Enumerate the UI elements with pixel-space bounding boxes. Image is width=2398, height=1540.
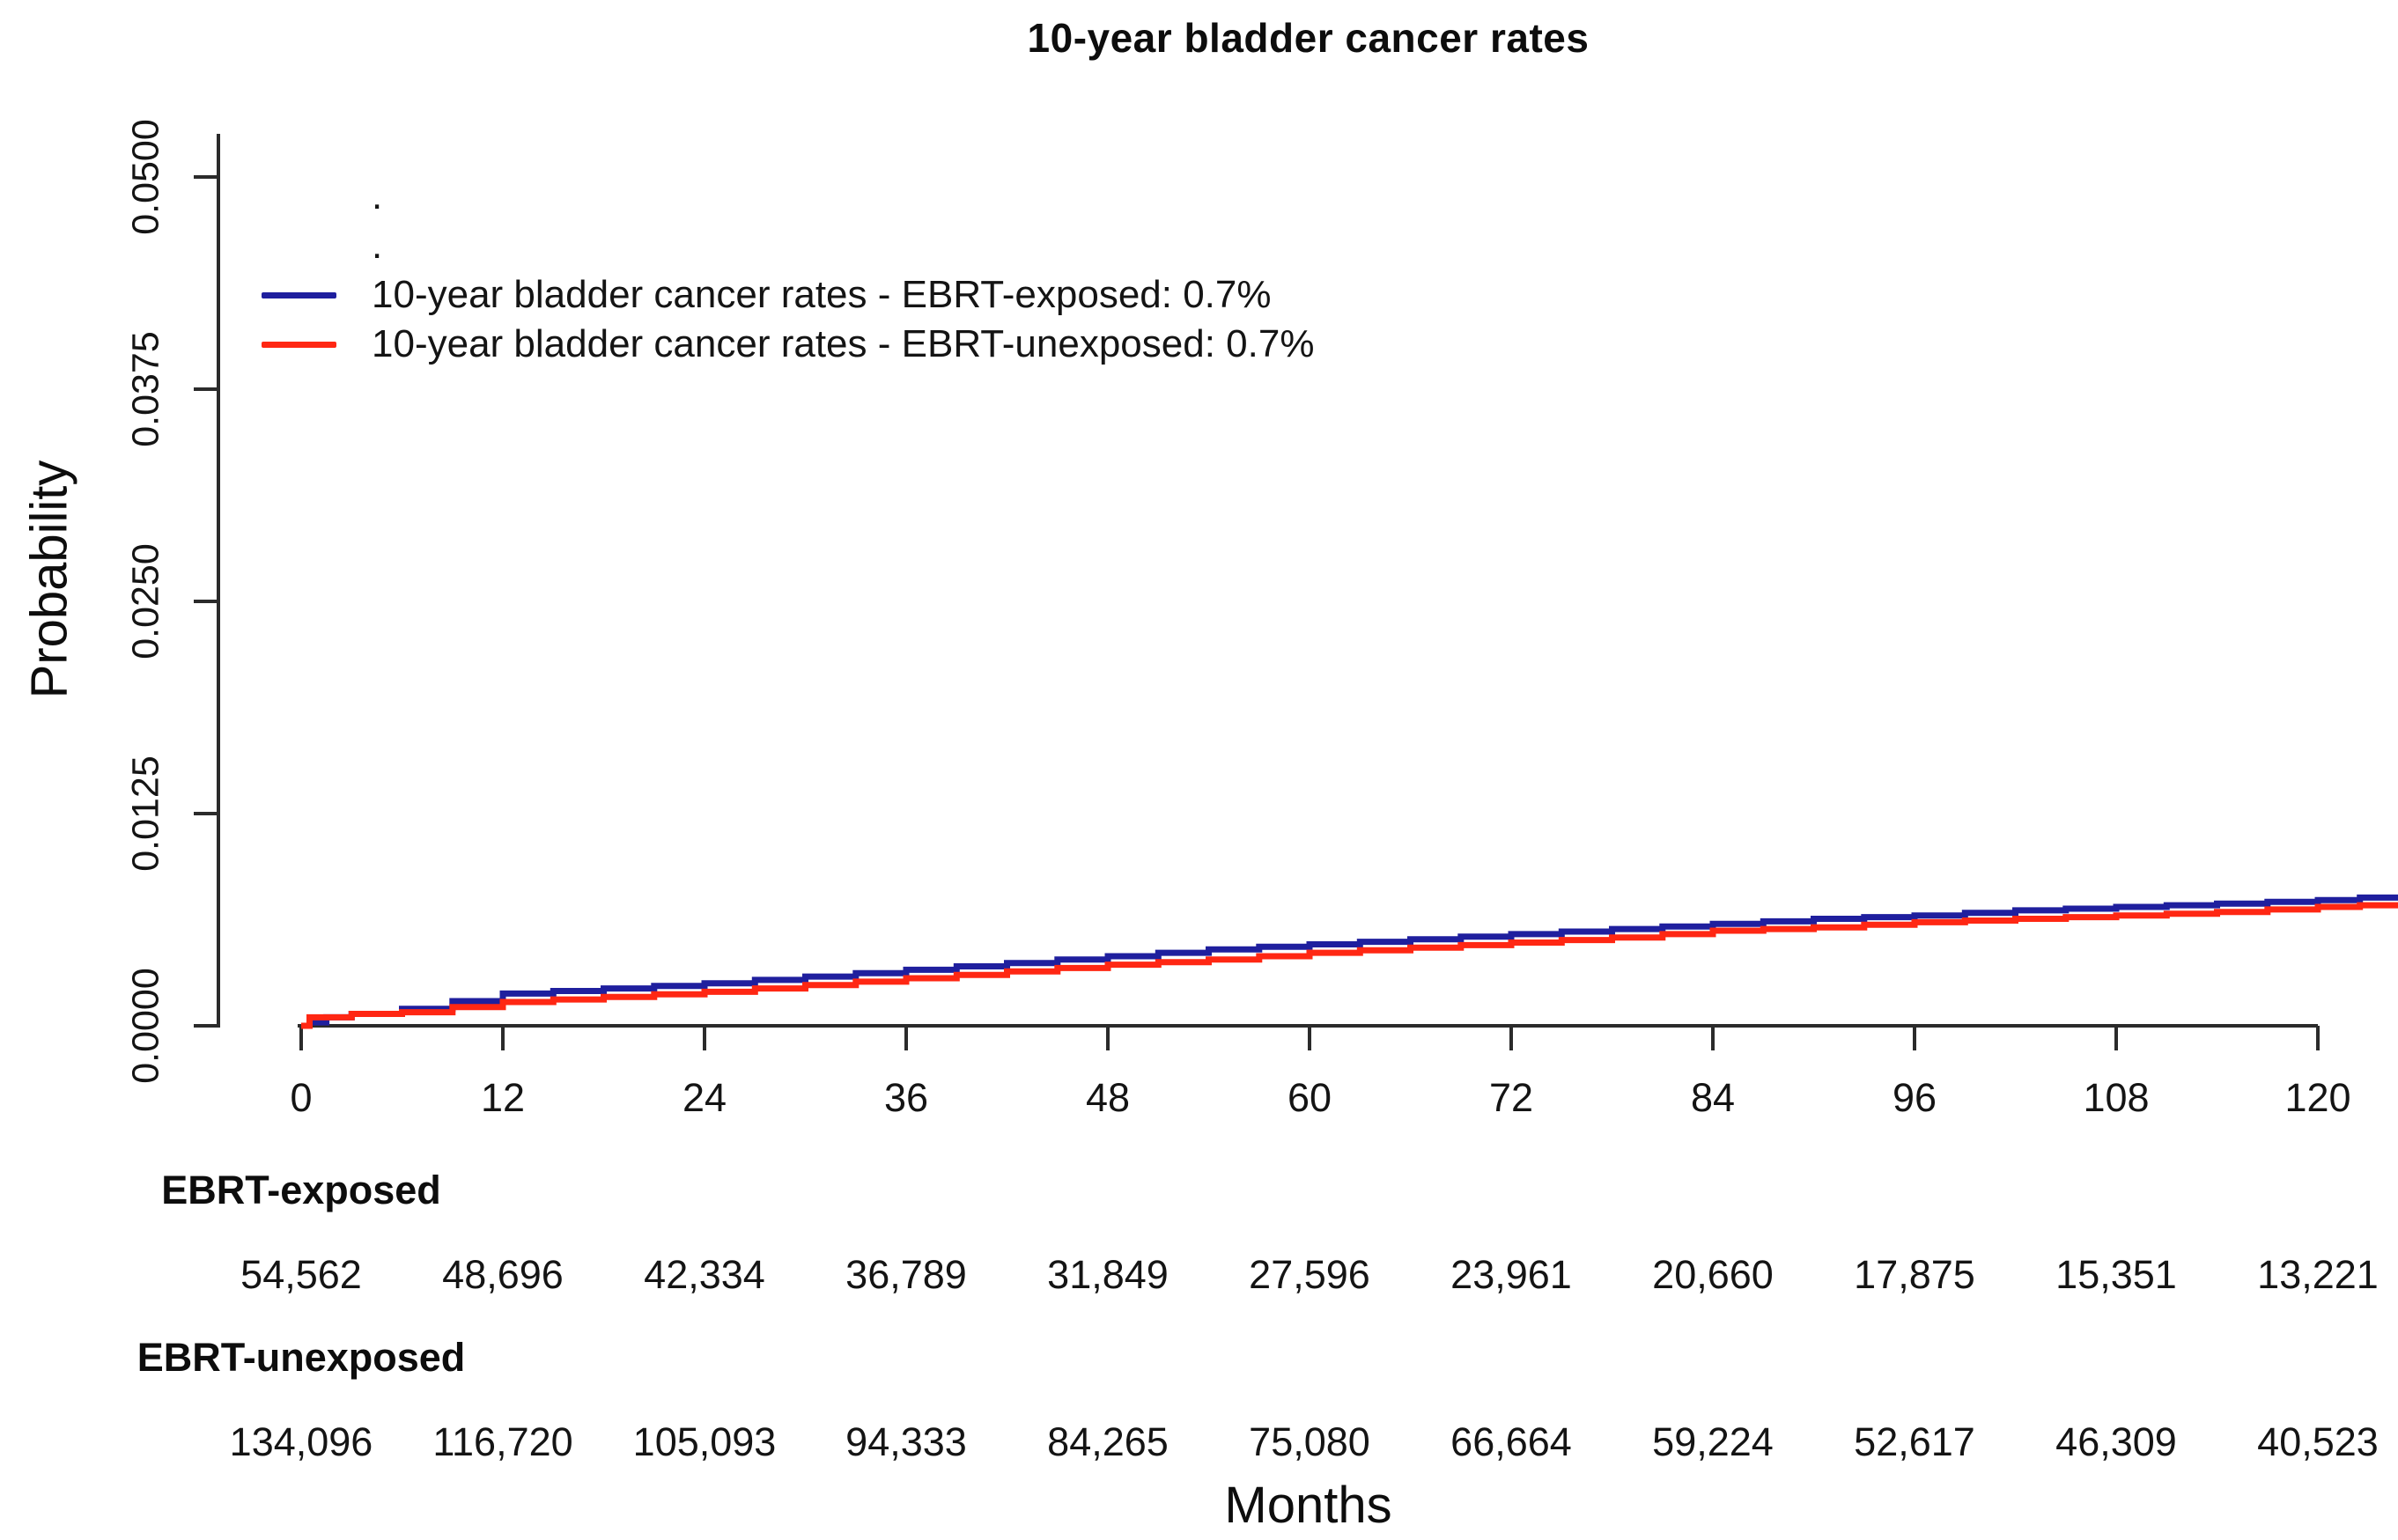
x-axis-title: Months <box>1224 1477 1392 1534</box>
y-tick-label: 0.0375 <box>124 331 166 447</box>
risk-value: 52,617 <box>1854 1419 1975 1464</box>
y-tick-label: 0.0250 <box>124 543 166 659</box>
x-tick-label: 72 <box>1489 1075 1533 1120</box>
risk-value: 27,596 <box>1249 1252 1370 1297</box>
risk-value: 31,849 <box>1047 1252 1169 1297</box>
risk-value: 15,351 <box>2055 1252 2177 1297</box>
risk-value: 48,696 <box>442 1252 564 1297</box>
risk-value: 54,562 <box>240 1252 362 1297</box>
axes: 0.0000 0.0125 0.0250 0.0375 0.0500 0 12 24 36 48 6… <box>124 119 2350 1120</box>
x-tick-label: 48 <box>1086 1075 1130 1120</box>
legend-label: . <box>372 224 383 267</box>
legend: .. 10-year bladder cancer rates - EBRT-ex… <box>262 172 1314 369</box>
x-tick-label: 120 <box>2284 1075 2350 1120</box>
x-tick-label: 60 <box>1288 1075 1332 1120</box>
y-tick-label: 0.0125 <box>124 755 166 872</box>
y-tick-label: 0.0000 <box>124 968 166 1084</box>
x-tick-label: 0 <box>290 1075 312 1120</box>
x-tick-label: 108 <box>2083 1075 2149 1120</box>
x-tick-label: 12 <box>481 1075 525 1120</box>
risk-table-row-unexposed: 134,096 116,720 105,093 94,333 84,265 75,080 6… <box>0 1419 2398 1472</box>
risk-value: 42,334 <box>644 1252 765 1297</box>
risk-table-row-exposed: 54,562 48,696 42,334 36,789 31,849 27,596 23,9… <box>0 1252 2398 1305</box>
risk-value: 134,096 <box>229 1419 373 1464</box>
risk-value: 94,333 <box>845 1419 967 1464</box>
risk-value: 75,080 <box>1249 1419 1370 1464</box>
risk-value: 116,720 <box>432 1419 573 1464</box>
legend-line-swatch <box>262 291 336 298</box>
risk-value: 66,664 <box>1450 1419 1572 1464</box>
legend-empty-swatch <box>262 243 336 249</box>
risk-value: 23,961 <box>1450 1252 1572 1297</box>
risk-value: 84,265 <box>1047 1419 1169 1464</box>
x-tick-label: 36 <box>884 1075 928 1120</box>
legend-entry: 10-year bladder cancer rates - EBRT-expo… <box>262 270 1314 320</box>
legend-line-swatch <box>262 341 336 348</box>
risk-value: 20,660 <box>1652 1252 1774 1297</box>
risk-value: 59,224 <box>1652 1419 1774 1464</box>
curve-exposed <box>301 894 2398 1029</box>
risk-value: 105,093 <box>632 1419 777 1464</box>
risk-value: 36,789 <box>845 1252 967 1297</box>
y-tick-label: 0.0500 <box>124 119 166 235</box>
y-axis-title: Probability <box>20 461 77 699</box>
risk-value: 46,309 <box>2055 1419 2177 1464</box>
legend-label: . <box>372 174 383 217</box>
legend-label: 10-year bladder cancer rates - EBRT-unex… <box>372 322 1315 365</box>
x-tick-label: 84 <box>1691 1075 1735 1120</box>
legend-entry: . <box>262 172 1314 221</box>
risk-table-label-exposed: EBRT-exposed <box>161 1168 441 1212</box>
legend-entry: . <box>262 221 1314 270</box>
legend-label: 10-year bladder cancer rates - EBRT-expo… <box>372 273 1272 316</box>
survival-curves <box>301 894 2398 1029</box>
x-tick-label: 24 <box>683 1075 727 1120</box>
risk-table-label-unexposed: EBRT-unexposed <box>137 1335 466 1380</box>
legend-empty-swatch <box>262 194 336 200</box>
legend-entry: 10-year bladder cancer rates - EBRT-unex… <box>262 320 1314 369</box>
curve-unexposed <box>301 902 2398 1029</box>
risk-value: 17,875 <box>1854 1252 1975 1297</box>
risk-value: 40,523 <box>2257 1419 2379 1464</box>
x-tick-label: 96 <box>1893 1075 1937 1120</box>
chart-title: 10-year bladder cancer rates <box>1027 15 1590 61</box>
risk-value: 13,221 <box>2257 1252 2379 1297</box>
